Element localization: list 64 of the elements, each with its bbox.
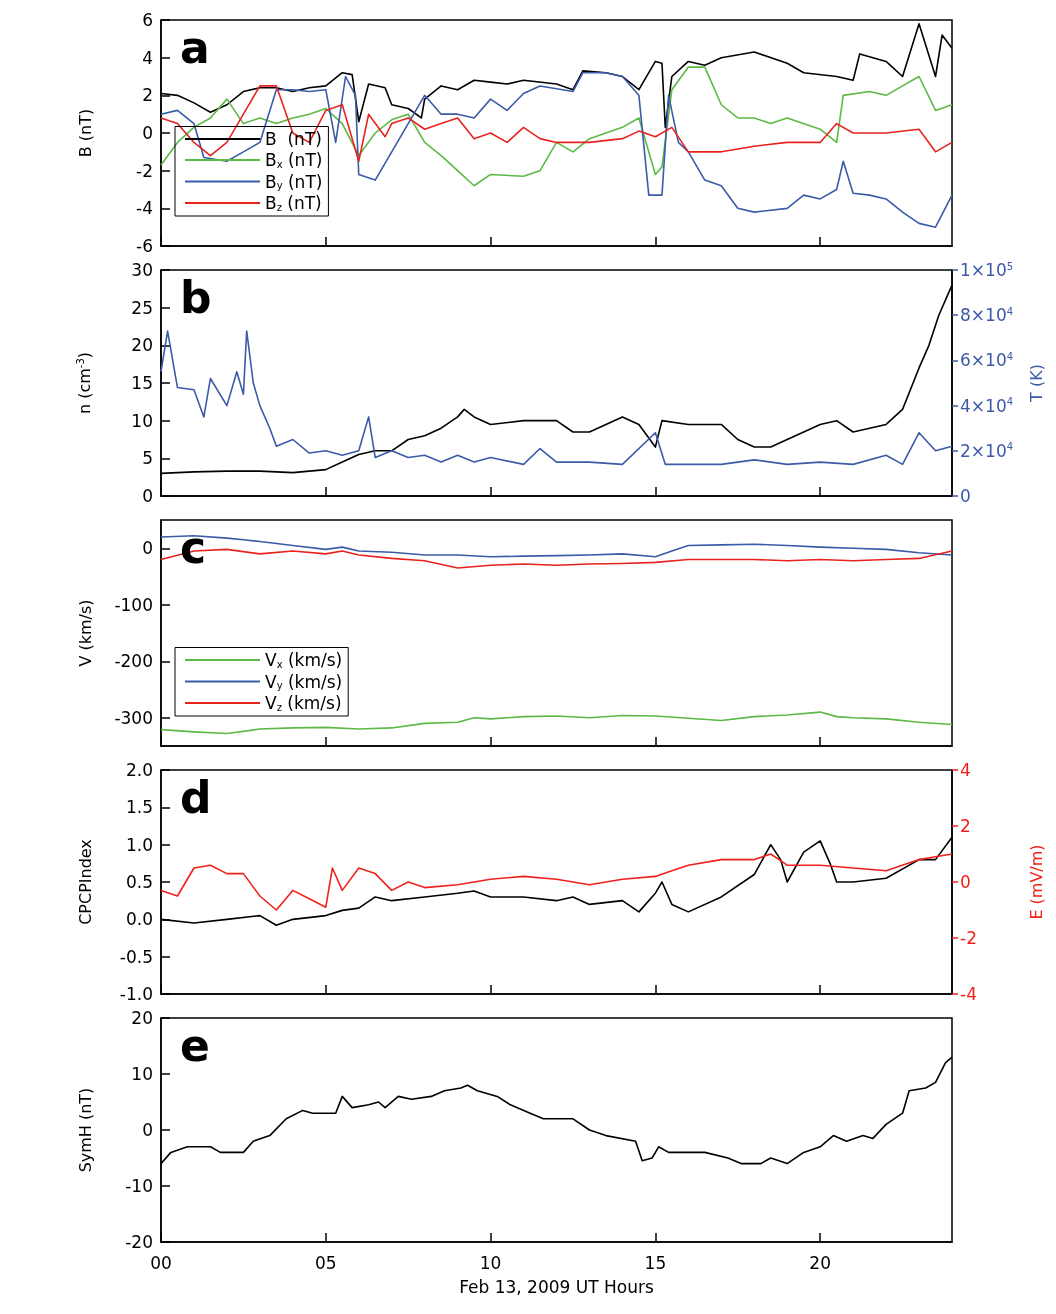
x-tick-label: 15: [644, 1252, 667, 1273]
y-tick-label: -4: [136, 198, 153, 219]
y-tick-label: 0.0: [125, 909, 153, 930]
y-tick-label: 25: [131, 297, 153, 318]
y-tick-label: 0: [142, 1120, 153, 1140]
line-series: [160, 330, 953, 466]
y-tick-label: 2.0: [125, 760, 153, 780]
x-tick-label: 20: [809, 1252, 831, 1273]
y-tick-label: 0.5: [125, 872, 153, 892]
y-tick-label: 2: [142, 85, 153, 106]
y-tick-label: 5: [142, 448, 153, 469]
y-axis-title: B (nT): [75, 108, 95, 158]
x-tick-label: 10: [479, 1252, 502, 1273]
chart-title: d: [180, 771, 212, 823]
x-tick-label: 00: [150, 1252, 172, 1273]
legend-label: Vy (km/s): [265, 671, 343, 692]
y-tick-label: 0: [142, 538, 153, 559]
y-tick-label: 10: [131, 410, 153, 431]
y-tick-label: -300: [114, 707, 153, 728]
y2-axis-title: E (mV/m): [1026, 844, 1046, 920]
y-tick-label: -10: [125, 1176, 153, 1196]
legend-label: Bx (nT): [265, 150, 323, 170]
y-tick-label: -200: [114, 651, 153, 672]
y-tick-label: 15: [131, 373, 153, 393]
y-tick-label: 1.0: [125, 834, 153, 855]
y2-tick-label: -2: [960, 928, 977, 948]
y2-axis-title: T (K): [1026, 364, 1046, 403]
y-tick-label: 0: [142, 486, 153, 506]
y-tick-label: 20: [131, 335, 153, 356]
y-axis-title: n (cm-3): [74, 351, 94, 415]
y2-tick-label: 0: [960, 486, 971, 506]
legend-label: Bz (nT): [265, 193, 322, 213]
x-tick-label: 05: [314, 1252, 337, 1273]
y-tick-label: 0: [142, 123, 153, 143]
y-tick-label: -0.5: [119, 946, 153, 967]
chart-title: b: [180, 271, 212, 323]
y2-tick-label: 4: [960, 760, 971, 780]
y-tick-label: 6: [142, 10, 153, 30]
y-axis-title: V (km/s): [75, 599, 95, 667]
y-tick-label: 10: [131, 1064, 153, 1084]
y-tick-label: -6: [136, 236, 153, 256]
y-axis-title: CPCPIndex: [75, 839, 95, 925]
legend-label: Vx (km/s): [265, 650, 343, 670]
legend-label: B (nT): [265, 129, 322, 149]
legend-label: By (nT): [265, 171, 323, 192]
y-tick-label: -20: [125, 1232, 153, 1252]
y-axis-title: SymH (nT): [75, 1087, 95, 1173]
legend-label: Vz (km/s): [265, 693, 342, 713]
y2-tick-label: -4: [960, 984, 977, 1004]
y-tick-label: -2: [136, 160, 153, 181]
y-tick-label: 20: [131, 1008, 153, 1028]
line-series: [160, 853, 953, 911]
line-series: [160, 71, 953, 228]
y-tick-label: -100: [114, 594, 153, 615]
y-tick-label: 4: [142, 47, 153, 68]
y-tick-label: -1.0: [119, 984, 153, 1004]
y-tick-label: 1.5: [125, 797, 153, 818]
x-axis-title: Feb 13, 2009 UT Hours: [459, 1276, 654, 1297]
y2-tick-label: 0: [960, 872, 971, 892]
y-tick-label: 30: [131, 260, 153, 280]
chart-title: e: [180, 1019, 210, 1071]
line-series: [160, 711, 953, 735]
y2-tick-label: 2: [960, 816, 971, 836]
chart-title: a: [180, 21, 210, 73]
